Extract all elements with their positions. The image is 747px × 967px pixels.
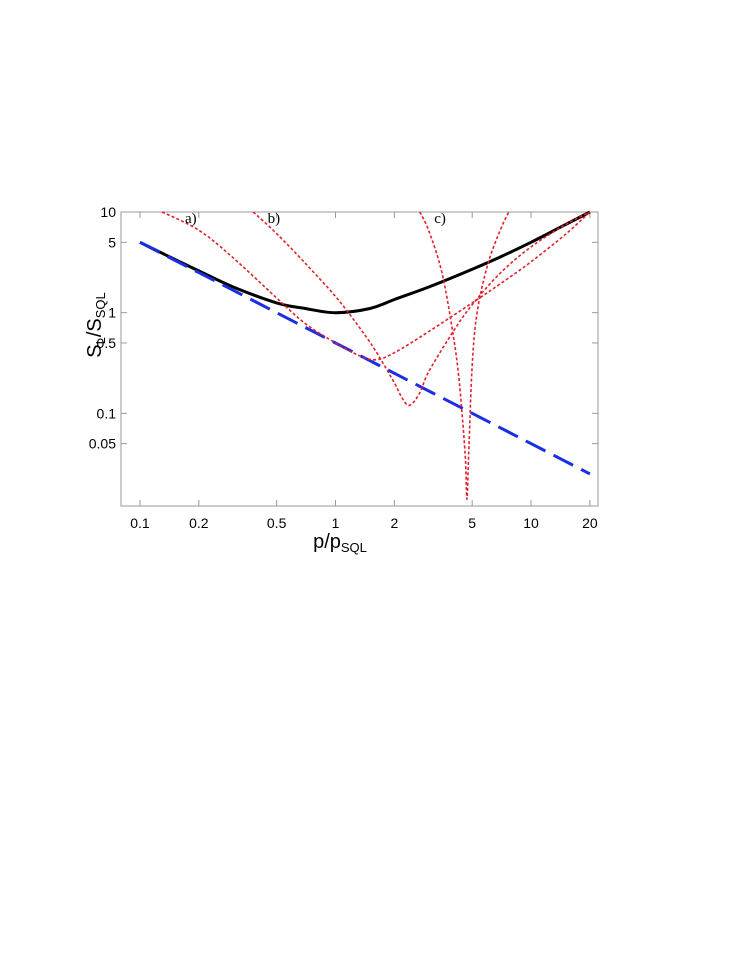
annotations: a) b) c) bbox=[185, 211, 446, 227]
x-tick-label: 0.1 bbox=[130, 515, 150, 531]
x-tick-label: 5 bbox=[468, 515, 476, 531]
y-tick-labels: 10 5 1 0.5 0.1 0.05 bbox=[89, 204, 116, 452]
x-tick-label: 1 bbox=[332, 515, 340, 531]
series-line-dotted-2 bbox=[161, 211, 591, 361]
series-line-dotted-4 bbox=[419, 211, 510, 501]
curve-annotation: b) bbox=[268, 211, 281, 227]
y-tick-label: 1 bbox=[108, 305, 116, 321]
x-axis-title-sub: SQL bbox=[341, 540, 367, 555]
y-tick-label: 5 bbox=[108, 234, 116, 250]
x-tick-label: 10 bbox=[523, 515, 539, 531]
x-tick-labels: 0.1 0.2 0.5 1 2 5 10 20 bbox=[130, 515, 598, 531]
x-axis-title-main: p/p bbox=[313, 531, 341, 553]
x-tick-label: 20 bbox=[582, 515, 598, 531]
series-line-solid-0 bbox=[139, 210, 591, 315]
y-axis-title-sub1: L bbox=[93, 337, 108, 344]
x-tick-label: 0.5 bbox=[267, 515, 287, 531]
y-axis-title: SL/SSQL bbox=[84, 292, 108, 358]
series-line-dotted-3 bbox=[252, 211, 591, 407]
curve-annotation: c) bbox=[434, 211, 446, 227]
curve-annotation: a) bbox=[185, 211, 197, 227]
x-tick-label: 0.2 bbox=[189, 515, 209, 531]
series-group bbox=[139, 210, 591, 501]
y-tick-label: 0.5 bbox=[97, 335, 117, 351]
y-tick-label: 10 bbox=[100, 204, 116, 220]
x-axis-title: p/pSQL bbox=[313, 531, 367, 555]
tick-marks bbox=[121, 211, 598, 506]
y-tick-label: 0.1 bbox=[97, 405, 117, 421]
y-axis-title-sub2: SQL bbox=[93, 292, 108, 318]
plot-frame bbox=[120, 211, 599, 507]
x-tick-label: 2 bbox=[390, 515, 398, 531]
y-axis-title-main: S bbox=[84, 344, 106, 357]
y-tick-label: 0.05 bbox=[89, 436, 116, 452]
y-axis-title-mid: /S bbox=[84, 318, 106, 337]
